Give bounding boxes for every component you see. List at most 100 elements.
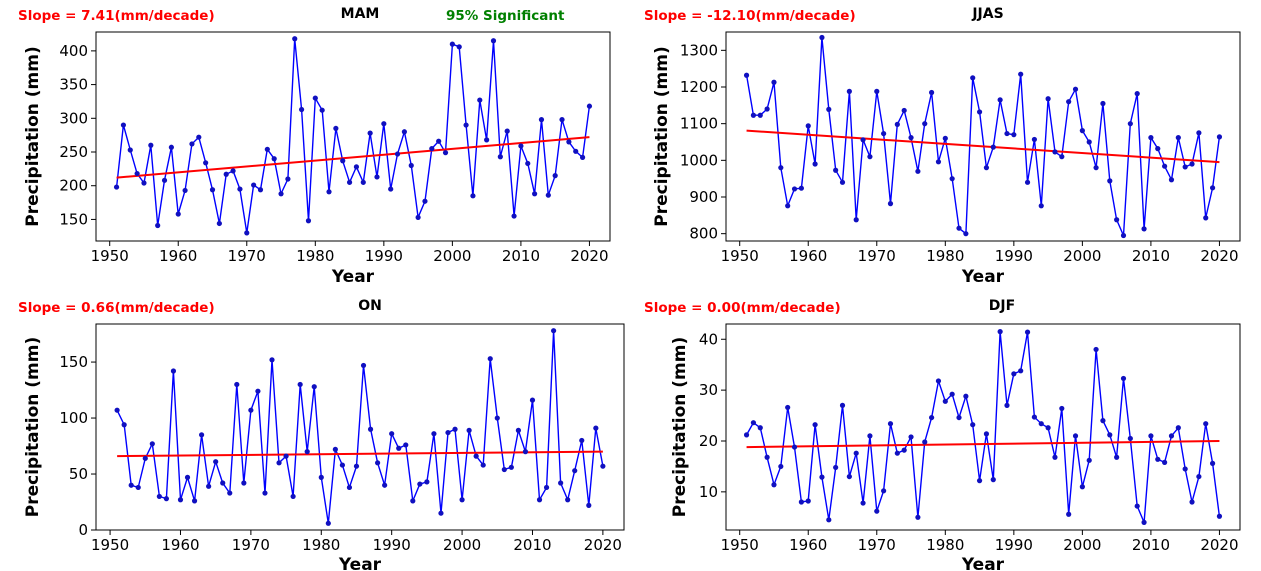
data-point [572, 468, 578, 474]
data-point [853, 217, 859, 223]
y-tick-label: 0 [78, 521, 88, 539]
x-tick-label: 1950 [91, 247, 129, 265]
data-point [600, 463, 606, 469]
data-point [785, 404, 791, 411]
data-point [1141, 519, 1147, 525]
series-line [115, 38, 591, 234]
data-point [353, 164, 360, 170]
data-point [213, 459, 219, 465]
data-point [908, 434, 914, 440]
data-point [394, 151, 401, 157]
y-tick-label: 150 [59, 210, 88, 228]
x-axis-label: Year [331, 267, 375, 287]
data-point [997, 329, 1003, 335]
data-point [935, 378, 942, 384]
data-point [956, 225, 962, 231]
x-tick-label: 1990 [995, 247, 1033, 265]
y-tick-label: 20 [699, 432, 718, 450]
y-axis-label: Precipitation (mm) [670, 337, 690, 518]
data-point [970, 75, 976, 81]
data-point [1155, 456, 1161, 462]
data-point [874, 88, 880, 94]
data-point [311, 384, 317, 390]
data-point [292, 36, 298, 42]
x-tick-label: 2020 [1200, 247, 1238, 265]
data-point [846, 473, 852, 480]
data-point [114, 407, 120, 413]
data-point [586, 103, 593, 109]
data-point [552, 173, 558, 179]
x-tick-label: 1970 [858, 536, 896, 554]
data-point [408, 162, 414, 169]
data-point [244, 230, 250, 236]
data-point [1134, 91, 1140, 97]
data-point [750, 420, 757, 426]
data-point [846, 88, 852, 94]
data-point [401, 129, 407, 135]
data-point [1182, 164, 1188, 170]
data-point [1127, 435, 1133, 442]
data-point [223, 171, 229, 177]
x-tick-label: 1950 [721, 247, 759, 265]
data-point [220, 480, 226, 486]
data-point [290, 493, 296, 500]
panel-mam: 1950 1960 1970 1980 1990 2000 2010 2020 150 200 25… [18, 6, 611, 287]
data-point [1018, 71, 1024, 77]
y-axis-label: Precipitation (mm) [23, 46, 43, 227]
y-tick-label: 40 [699, 330, 718, 348]
data-point [1209, 460, 1216, 466]
data-point [1031, 414, 1037, 420]
data-point [1168, 177, 1175, 183]
data-point [490, 38, 497, 44]
data-point [812, 161, 818, 167]
data-point [248, 407, 254, 413]
data-point [276, 460, 282, 466]
data-point [593, 425, 599, 431]
x-tick-label: 2020 [570, 247, 608, 265]
data-point [743, 72, 750, 78]
data-point [312, 95, 318, 101]
data-point [791, 186, 798, 192]
data-point [1052, 149, 1058, 155]
data-point [1066, 511, 1072, 517]
data-point [456, 44, 462, 50]
y-tick-label: 300 [59, 109, 88, 127]
significance-label: 95% Significant [446, 8, 565, 24]
data-point [262, 490, 268, 496]
data-point [1127, 121, 1133, 127]
data-point [778, 463, 784, 470]
data-point [128, 482, 134, 488]
data-point [484, 137, 490, 143]
data-point [353, 463, 360, 469]
data-point [860, 500, 866, 506]
data-point [812, 422, 818, 428]
data-point [1086, 139, 1092, 145]
data-point [382, 482, 388, 488]
panel-title: JJAS [971, 6, 1003, 22]
data-point [1114, 217, 1120, 223]
data-point [901, 447, 907, 453]
data-point [922, 121, 928, 127]
data-point [819, 34, 825, 41]
data-point [545, 192, 551, 198]
data-point [360, 362, 367, 369]
data-point [559, 117, 565, 123]
data-point [134, 170, 140, 177]
trend-line [116, 136, 590, 179]
data-point [976, 109, 983, 115]
x-tick-label: 1970 [232, 536, 270, 554]
y-tick-label: 1100 [680, 115, 718, 133]
data-point [867, 154, 873, 160]
data-point [191, 498, 198, 504]
x-axis-label: Year [338, 555, 382, 571]
data-point [976, 478, 983, 484]
data-point [346, 179, 353, 185]
data-point [805, 123, 811, 129]
data-point [1189, 161, 1195, 167]
data-point [1093, 165, 1099, 171]
data-point [374, 174, 380, 180]
slope-label: Slope = 7.41(mm/decade) [18, 8, 215, 24]
y-tick-label: 100 [59, 409, 88, 427]
data-point [771, 482, 777, 488]
data-point [1086, 457, 1092, 463]
